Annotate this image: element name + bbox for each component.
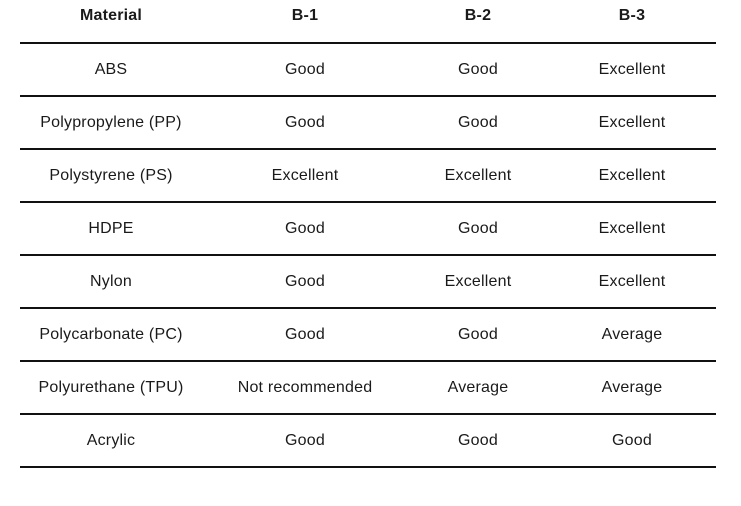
table-row: Polycarbonate (PC) Good Good Average — [20, 308, 716, 362]
rating-cell-b1: Good — [202, 255, 408, 309]
rating-cell-b3: Average — [548, 361, 716, 415]
rating-cell-b2: Excellent — [408, 149, 548, 203]
rating-cell-b3: Excellent — [548, 43, 716, 97]
rating-cell-b1: Good — [202, 414, 408, 468]
rating-cell-b3: Excellent — [548, 202, 716, 256]
rating-cell-b1: Not recommended — [202, 361, 408, 415]
material-cell: Acrylic — [20, 414, 202, 468]
rating-cell-b1: Good — [202, 96, 408, 150]
table-row: Polypropylene (PP) Good Good Excellent — [20, 96, 716, 150]
rating-cell-b3: Excellent — [548, 149, 716, 203]
material-cell: HDPE — [20, 202, 202, 256]
rating-cell-b3: Good — [548, 414, 716, 468]
rating-cell-b3: Excellent — [548, 255, 716, 309]
column-header-b3: B-3 — [548, 0, 716, 44]
table-row: Acrylic Good Good Good — [20, 414, 716, 468]
column-header-b1: B-1 — [202, 0, 408, 44]
table-row: Nylon Good Excellent Excellent — [20, 255, 716, 309]
rating-cell-b1: Good — [202, 43, 408, 97]
rating-cell-b3: Excellent — [548, 96, 716, 150]
table-row: HDPE Good Good Excellent — [20, 202, 716, 256]
table-header: Material B-1 B-2 B-3 — [20, 0, 716, 44]
material-cell: Polycarbonate (PC) — [20, 308, 202, 362]
table-body: ABS Good Good Excellent Polypropylene (P… — [20, 43, 716, 468]
material-cell: Polystyrene (PS) — [20, 149, 202, 203]
material-cell: Nylon — [20, 255, 202, 309]
column-header-material: Material — [20, 0, 202, 44]
column-header-b2: B-2 — [408, 0, 548, 44]
table-row: Polystyrene (PS) Excellent Excellent Exc… — [20, 149, 716, 203]
rating-cell-b2: Average — [408, 361, 548, 415]
material-cell: Polyurethane (TPU) — [20, 361, 202, 415]
rating-cell-b2: Good — [408, 202, 548, 256]
material-cell: Polypropylene (PP) — [20, 96, 202, 150]
materials-compatibility-table: Material B-1 B-2 B-3 ABS Good Good Excel… — [20, 0, 716, 468]
rating-cell-b1: Good — [202, 308, 408, 362]
table-row: Polyurethane (TPU) Not recommended Avera… — [20, 361, 716, 415]
rating-cell-b2: Excellent — [408, 255, 548, 309]
rating-cell-b1: Excellent — [202, 149, 408, 203]
table-row: ABS Good Good Excellent — [20, 43, 716, 97]
rating-cell-b2: Good — [408, 414, 548, 468]
rating-cell-b1: Good — [202, 202, 408, 256]
rating-cell-b2: Good — [408, 96, 548, 150]
header-row: Material B-1 B-2 B-3 — [20, 0, 716, 44]
rating-cell-b2: Good — [408, 308, 548, 362]
rating-cell-b3: Average — [548, 308, 716, 362]
rating-cell-b2: Good — [408, 43, 548, 97]
material-cell: ABS — [20, 43, 202, 97]
